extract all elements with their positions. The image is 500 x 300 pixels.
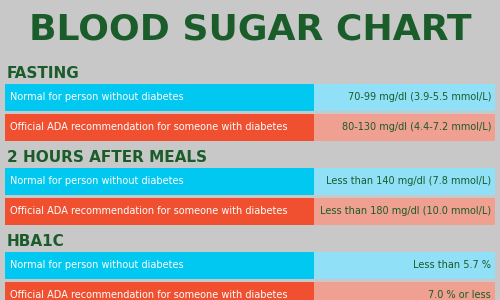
Text: HBA1C: HBA1C	[7, 233, 65, 248]
Bar	[314, 282, 495, 300]
Bar	[314, 198, 495, 225]
Text: Less than 140 mg/dl (7.8 mmol/L): Less than 140 mg/dl (7.8 mmol/L)	[326, 176, 491, 187]
Bar	[5, 252, 314, 279]
Text: Normal for person without diabetes: Normal for person without diabetes	[10, 260, 184, 271]
Bar	[314, 168, 495, 195]
Bar	[5, 282, 314, 300]
Text: 70-99 mg/dl (3.9-5.5 mmol/L): 70-99 mg/dl (3.9-5.5 mmol/L)	[348, 92, 491, 103]
Text: BLOOD SUGAR CHART: BLOOD SUGAR CHART	[28, 13, 471, 47]
Text: 2 HOURS AFTER MEALS: 2 HOURS AFTER MEALS	[7, 149, 207, 164]
Bar	[5, 168, 314, 195]
Bar	[5, 198, 314, 225]
Text: 7.0 % or less: 7.0 % or less	[428, 290, 491, 300]
Text: FASTING: FASTING	[7, 65, 80, 80]
Text: Less than 5.7 %: Less than 5.7 %	[413, 260, 491, 271]
Text: Official ADA recommendation for someone with diabetes: Official ADA recommendation for someone …	[10, 206, 287, 217]
Bar	[314, 114, 495, 141]
Bar	[5, 84, 314, 111]
Text: Normal for person without diabetes: Normal for person without diabetes	[10, 92, 184, 103]
Bar	[314, 252, 495, 279]
Bar	[5, 114, 314, 141]
Text: Normal for person without diabetes: Normal for person without diabetes	[10, 176, 184, 187]
Text: Official ADA recommendation for someone with diabetes: Official ADA recommendation for someone …	[10, 290, 287, 300]
Bar	[314, 84, 495, 111]
Text: Less than 180 mg/dl (10.0 mmol/L): Less than 180 mg/dl (10.0 mmol/L)	[320, 206, 491, 217]
Text: 80-130 mg/dl (4.4-7.2 mmol/L): 80-130 mg/dl (4.4-7.2 mmol/L)	[342, 122, 491, 133]
Text: Official ADA recommendation for someone with diabetes: Official ADA recommendation for someone …	[10, 122, 287, 133]
